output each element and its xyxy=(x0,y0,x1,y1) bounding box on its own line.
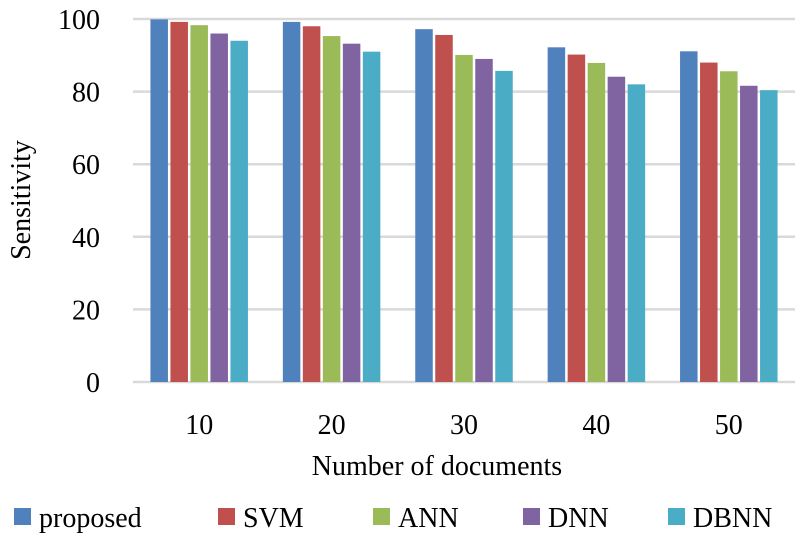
bar-svm-30 xyxy=(435,34,453,383)
legend-swatch-ann xyxy=(373,508,390,525)
bar-ann-30 xyxy=(455,54,473,382)
bar-ann-40 xyxy=(587,62,606,382)
y-tick-label: 20 xyxy=(72,295,100,326)
x-tick-label: 20 xyxy=(318,410,346,441)
bar-ann-20 xyxy=(322,36,341,382)
x-axis-label: Number of documents xyxy=(312,451,562,482)
legend-label-dbnn: DBNN xyxy=(693,503,772,534)
y-tick-labels: 0 20 40 60 80 100 xyxy=(58,5,100,399)
bar-proposed-40 xyxy=(547,47,566,383)
bars xyxy=(150,19,778,383)
legend-label-proposed: proposed xyxy=(39,503,142,534)
bar-svm-40 xyxy=(567,54,586,382)
x-tick-label: 40 xyxy=(582,410,610,441)
bar-proposed-50 xyxy=(680,51,698,382)
y-tick-label: 60 xyxy=(72,150,100,181)
bar-dnn-10 xyxy=(210,33,228,383)
bar-dnn-20 xyxy=(342,43,361,383)
x-tick-label: 50 xyxy=(715,410,743,441)
bar-dnn-30 xyxy=(475,58,493,383)
y-tick-label: 100 xyxy=(58,5,100,36)
legend-label-dnn: DNN xyxy=(548,503,609,534)
legend-label-ann: ANN xyxy=(398,503,459,534)
bar-dnn-50 xyxy=(740,85,758,383)
bar-proposed-10 xyxy=(150,19,168,382)
y-axis-label: Sensitivity xyxy=(6,140,37,260)
bar-proposed-20 xyxy=(282,21,301,383)
bar-dbnn-50 xyxy=(760,90,778,382)
x-tick-labels: 10 20 30 40 50 xyxy=(185,410,743,441)
bar-dnn-40 xyxy=(607,76,626,382)
legend: proposed SVM ANN DNN DBNN xyxy=(14,503,772,534)
bar-dbnn-30 xyxy=(495,70,513,382)
x-tick-label: 30 xyxy=(450,410,478,441)
legend-swatch-dbnn xyxy=(668,508,685,525)
y-tick-label: 80 xyxy=(72,78,100,109)
bar-dbnn-10 xyxy=(230,40,248,382)
legend-swatch-proposed xyxy=(14,508,31,525)
y-tick-label: 0 xyxy=(86,368,100,399)
legend-swatch-svm xyxy=(218,508,235,525)
bar-dbnn-40 xyxy=(627,84,646,382)
bar-svm-50 xyxy=(700,62,718,383)
legend-swatch-dnn xyxy=(523,508,540,525)
bar-proposed-30 xyxy=(415,29,433,382)
legend-label-svm: SVM xyxy=(243,503,304,534)
bar-svm-10 xyxy=(170,21,188,383)
bar-ann-10 xyxy=(190,25,208,383)
bar-svm-20 xyxy=(302,26,321,382)
x-tick-label: 10 xyxy=(185,410,213,441)
y-tick-label: 40 xyxy=(72,223,100,254)
bar-dbnn-20 xyxy=(362,51,381,383)
bar-ann-50 xyxy=(720,71,738,382)
